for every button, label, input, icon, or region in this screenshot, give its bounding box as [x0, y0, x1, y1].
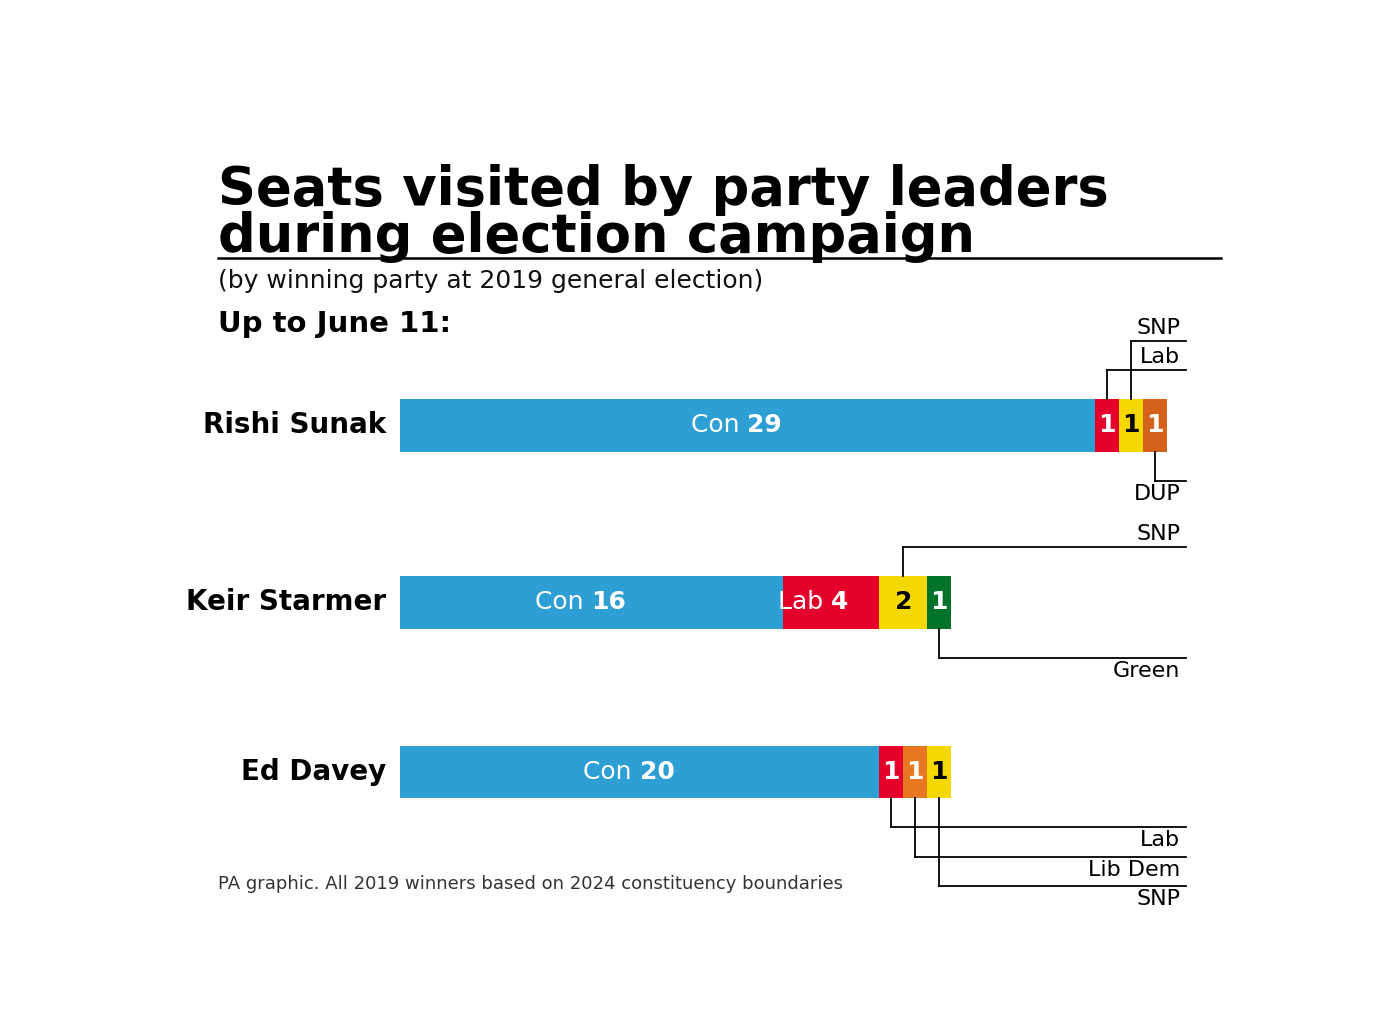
Text: 20: 20 — [640, 759, 675, 784]
Text: 1: 1 — [906, 759, 924, 784]
Bar — [1095, 399, 1119, 452]
Text: Lab: Lab — [1140, 831, 1180, 851]
Text: Up to June 11:: Up to June 11: — [217, 310, 451, 338]
Text: PA graphic. All 2019 winners based on 2024 constituency boundaries: PA graphic. All 2019 winners based on 20… — [217, 874, 843, 893]
Bar — [927, 746, 951, 798]
Text: 29: 29 — [748, 413, 783, 437]
Text: Keir Starmer: Keir Starmer — [186, 588, 386, 616]
Text: Ed Davey: Ed Davey — [241, 758, 386, 786]
Text: 1: 1 — [1099, 413, 1116, 437]
Text: 2: 2 — [895, 591, 911, 614]
Bar — [400, 746, 879, 798]
Bar — [400, 399, 1095, 452]
Text: Con: Con — [692, 413, 748, 437]
Text: (by winning party at 2019 general election): (by winning party at 2019 general electi… — [217, 269, 763, 293]
Bar — [879, 746, 903, 798]
Text: during election campaign: during election campaign — [217, 211, 974, 263]
Text: Lib Dem: Lib Dem — [1088, 860, 1180, 880]
Text: SNP: SNP — [1137, 889, 1180, 909]
Text: 4: 4 — [832, 591, 848, 614]
Text: 1: 1 — [1123, 413, 1140, 437]
Text: DUP: DUP — [1134, 484, 1180, 503]
Text: 1: 1 — [1147, 413, 1163, 437]
Text: Lab: Lab — [778, 591, 832, 614]
Bar — [400, 576, 784, 629]
Text: Con: Con — [535, 591, 592, 614]
Text: 1: 1 — [931, 759, 948, 784]
Text: Lab: Lab — [1140, 347, 1180, 367]
Bar — [879, 576, 927, 629]
Text: SNP: SNP — [1137, 318, 1180, 338]
Bar — [903, 746, 927, 798]
Bar — [1119, 399, 1142, 452]
Text: 1: 1 — [931, 591, 948, 614]
Text: Green: Green — [1113, 661, 1180, 681]
Bar — [1142, 399, 1168, 452]
Text: 1: 1 — [882, 759, 900, 784]
Text: Con: Con — [582, 759, 640, 784]
Bar — [927, 576, 951, 629]
Text: 16: 16 — [592, 591, 626, 614]
Text: Seats visited by party leaders: Seats visited by party leaders — [217, 164, 1109, 215]
Bar — [784, 576, 879, 629]
Text: Rishi Sunak: Rishi Sunak — [203, 411, 386, 439]
Text: SNP: SNP — [1137, 524, 1180, 544]
